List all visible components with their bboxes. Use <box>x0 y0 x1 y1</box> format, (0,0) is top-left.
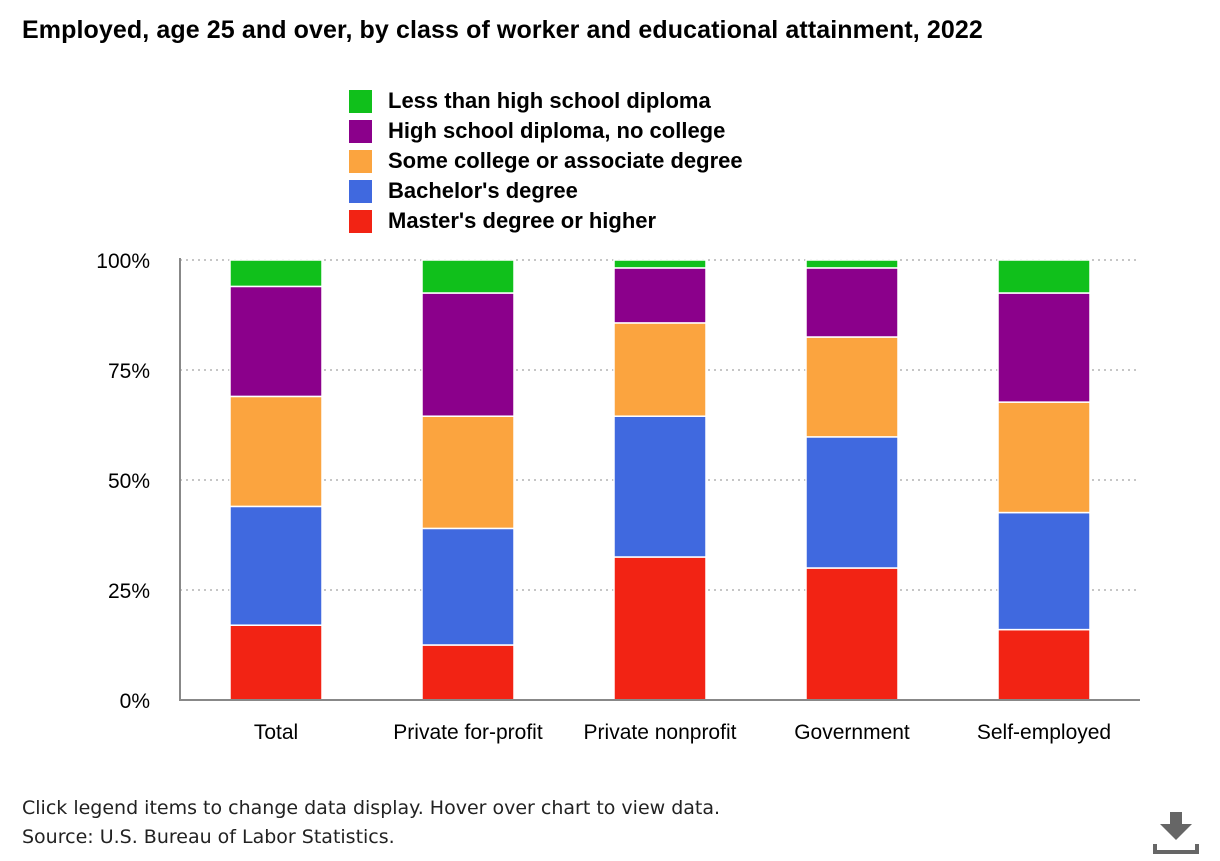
footer-note: Click legend items to change data displa… <box>22 797 721 819</box>
legend-swatch <box>349 209 372 233</box>
bar-segment[interactable]: Total — High school diploma, no college:… <box>229 285 323 398</box>
legend-swatch <box>349 149 372 173</box>
y-tick-label: 75% <box>108 360 150 383</box>
chart-plot[interactable]: 0% 25% 50% 75% 100% Total — Master's degree o… <box>0 0 1220 790</box>
bar-segment[interactable]: Government — High school diploma, no col… <box>805 267 899 338</box>
legend-item-some-college[interactable]: Some college or associate degree <box>349 146 743 176</box>
chart-footer: Click legend items to change data displa… <box>22 794 720 852</box>
bar-segment[interactable]: Private for-profit — Some college or ass… <box>421 415 515 530</box>
bar-segment[interactable]: Private for-profit — High school diploma… <box>421 292 515 417</box>
bar-segment[interactable]: Private nonprofit — Bachelor's degree: 3… <box>613 415 707 558</box>
bar-segment[interactable]: Total — Less than high school diploma: 6… <box>229 259 323 288</box>
legend-swatch <box>349 119 372 143</box>
y-tick-label: 100% <box>96 250 150 273</box>
legend-label: Some college or associate degree <box>388 148 743 173</box>
y-tick-label: 50% <box>108 470 150 493</box>
legend-label: Master's degree or higher <box>388 208 657 233</box>
x-tick-label: Total <box>254 721 298 744</box>
bar-segment[interactable]: Self-employed — Master's degree or highe… <box>997 628 1091 701</box>
bar-segment[interactable]: Self-employed — Less than high school di… <box>997 259 1091 294</box>
bar-segment[interactable]: Private nonprofit — High school diploma,… <box>613 267 707 324</box>
legend-label: High school diploma, no college <box>388 118 726 143</box>
chart-title: Employed, age 25 and over, by class of w… <box>22 16 983 44</box>
bar-segment[interactable]: Total — Some college or associate degree… <box>229 395 323 508</box>
legend-swatch <box>349 89 372 113</box>
x-tick-label: Government <box>794 721 910 744</box>
bar-segment[interactable]: Government — Master's degree or higher: … <box>805 567 899 701</box>
bar-segment[interactable]: Private for-profit — Master's degree or … <box>421 644 515 701</box>
download-button[interactable] <box>1150 808 1202 856</box>
legend-item-high-school-diploma[interactable]: High school diploma, no college <box>349 116 743 146</box>
bar-segment[interactable]: Self-employed — Some college or associat… <box>997 401 1091 514</box>
y-tick-label: 0% <box>120 690 150 713</box>
legend-label: Less than high school diploma <box>388 88 711 113</box>
bar-segment[interactable]: Self-employed — Bachelor's degree: 26.6% <box>997 511 1091 631</box>
legend: Less than high school diploma High schoo… <box>349 86 743 236</box>
x-tick-label: Private for-profit <box>393 721 543 744</box>
bar-segment[interactable]: Private for-profit — Less than high scho… <box>421 259 515 294</box>
bar-segment[interactable]: Total — Bachelor's degree: 27% <box>229 505 323 626</box>
x-tick-label: Self-employed <box>977 721 1111 744</box>
bar-segment[interactable]: Self-employed — High school diploma, no … <box>997 292 1091 403</box>
footer-source: Source: U.S. Bureau of Labor Statistics. <box>22 826 395 848</box>
y-tick-label: 25% <box>108 580 150 603</box>
bar-segment[interactable]: Government — Bachelor's degree: 29.8% <box>805 436 899 569</box>
bar-segment[interactable]: Private for-profit — Bachelor's degree: … <box>421 527 515 646</box>
legend-item-bachelors-degree[interactable]: Bachelor's degree <box>349 176 743 206</box>
bar-segment[interactable]: Government — Some college or associate d… <box>805 336 899 438</box>
legend-label: Bachelor's degree <box>388 178 578 203</box>
legend-item-masters-degree[interactable]: Master's degree or higher <box>349 206 743 236</box>
legend-item-less-than-high-school[interactable]: Less than high school diploma <box>349 86 743 116</box>
bar-segment[interactable]: Total — Master's degree or higher: 17% <box>229 624 323 701</box>
bar-segment[interactable]: Private nonprofit — Less than high schoo… <box>613 259 707 269</box>
bar-segment[interactable]: Private nonprofit — Master's degree or h… <box>613 556 707 701</box>
download-icon <box>1153 812 1199 854</box>
legend-swatch <box>349 179 372 203</box>
bar-segment[interactable]: Private nonprofit — Some college or asso… <box>613 322 707 417</box>
bar-segment[interactable]: Government — Less than high school diplo… <box>805 259 899 269</box>
x-tick-label: Private nonprofit <box>584 721 737 744</box>
